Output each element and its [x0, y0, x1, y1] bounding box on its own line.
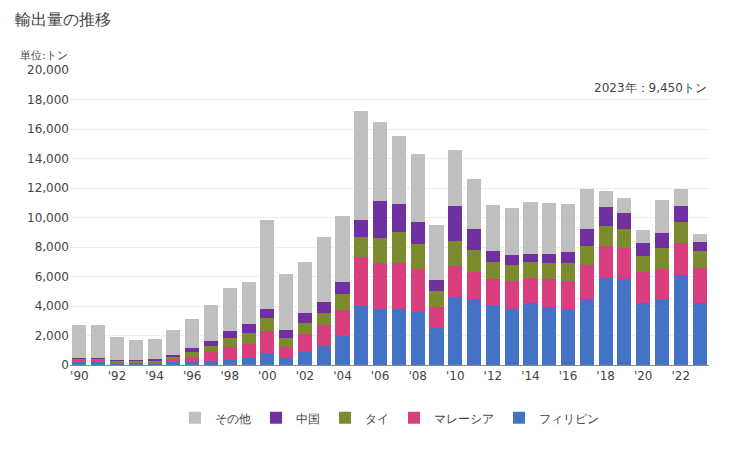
svg-text:'06: '06 — [371, 369, 390, 383]
svg-text:マレーシア: マレーシア — [434, 412, 494, 426]
svg-text:'20: '20 — [634, 369, 653, 383]
svg-text:2,000: 2,000 — [35, 329, 69, 343]
svg-text:'02: '02 — [296, 369, 315, 383]
svg-text:4,000: 4,000 — [35, 299, 69, 313]
svg-text:2023年：9,450トン: 2023年：9,450トン — [594, 81, 707, 95]
svg-text:'96: '96 — [183, 369, 202, 383]
svg-text:'04: '04 — [333, 369, 352, 383]
svg-text:10,000: 10,000 — [27, 211, 69, 225]
svg-text:12,000: 12,000 — [27, 181, 69, 195]
svg-text:'92: '92 — [108, 369, 127, 383]
svg-text:'08: '08 — [408, 369, 427, 383]
svg-text:タイ: タイ — [365, 412, 389, 426]
svg-text:0: 0 — [61, 358, 69, 372]
svg-text:輸出量の推移: 輸出量の推移 — [15, 10, 111, 29]
svg-text:その他: その他 — [215, 412, 251, 426]
svg-text:'16: '16 — [559, 369, 578, 383]
svg-text:'22: '22 — [672, 369, 691, 383]
svg-text:'98: '98 — [220, 369, 239, 383]
svg-text:18,000: 18,000 — [27, 93, 69, 107]
svg-text:フィリピン: フィリピン — [539, 412, 599, 426]
svg-text:'90: '90 — [70, 369, 89, 383]
svg-text:'94: '94 — [145, 369, 164, 383]
svg-text:'12: '12 — [484, 369, 503, 383]
svg-text:16,000: 16,000 — [27, 122, 69, 136]
svg-text:'10: '10 — [446, 369, 465, 383]
svg-text:'18: '18 — [596, 369, 615, 383]
svg-text:20,000: 20,000 — [27, 63, 69, 77]
svg-text:'14: '14 — [521, 369, 540, 383]
svg-text:単位:トン: 単位:トン — [20, 49, 68, 62]
svg-text:中国: 中国 — [296, 412, 320, 426]
svg-text:6,000: 6,000 — [35, 270, 69, 284]
svg-text:8,000: 8,000 — [35, 240, 69, 254]
svg-text:14,000: 14,000 — [27, 152, 69, 166]
svg-text:'00: '00 — [258, 369, 277, 383]
